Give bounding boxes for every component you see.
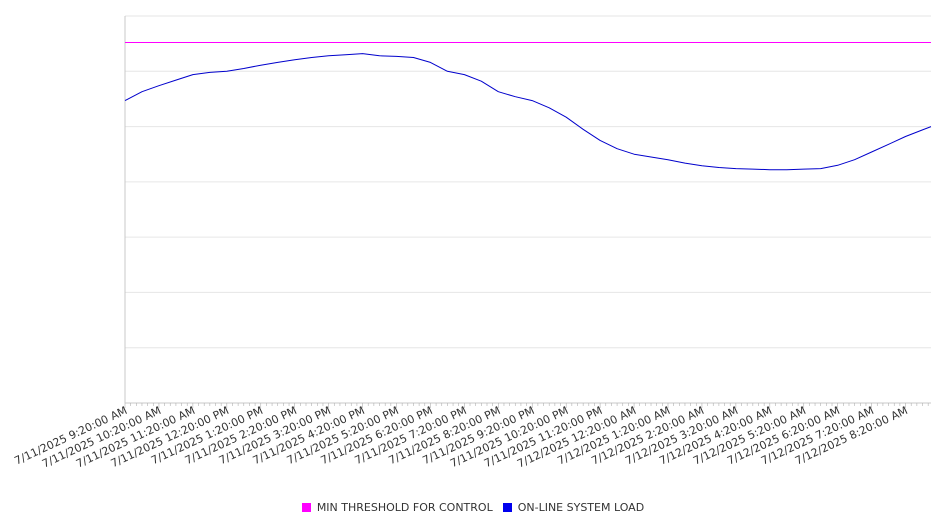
- legend-label-min-threshold: MIN THRESHOLD FOR CONTROL: [316, 500, 493, 514]
- legend-label-online-load: ON-LINE SYSTEM LOAD: [517, 500, 645, 514]
- series-layer: [124, 42, 932, 171]
- x-axis-minor-ticks: [124, 403, 929, 408]
- legend-swatch-online-load: [502, 502, 512, 512]
- x-axis-tick-labels: 7/11/2025 9:20:00 AM7/11/2025 10:20:00 A…: [12, 404, 909, 471]
- legend: MIN THRESHOLD FOR CONTROL ON-LINE SYSTEM…: [0, 498, 946, 516]
- series-line-online-load: [124, 53, 932, 171]
- legend-item-online-load[interactable]: ON-LINE SYSTEM LOAD: [502, 500, 645, 514]
- line-chart: 7/11/2025 9:20:00 AM7/11/2025 10:20:00 A…: [12, 15, 932, 471]
- gridlines: [125, 15, 931, 349]
- legend-item-min-threshold[interactable]: MIN THRESHOLD FOR CONTROL: [301, 500, 493, 514]
- legend-swatch-min-threshold: [301, 502, 311, 512]
